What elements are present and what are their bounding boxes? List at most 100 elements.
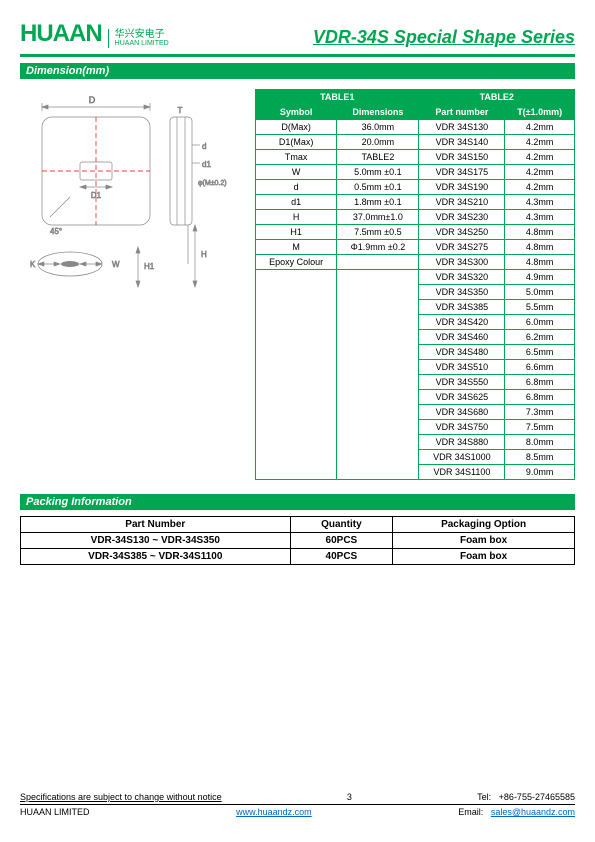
cell-t: 4.8mm (505, 225, 575, 240)
cell-dim: 5.0mm ±0.1 (337, 165, 419, 180)
cell-dim: TABLE2 (337, 150, 419, 165)
cell-symbol: d (256, 180, 337, 195)
cell-t: 4.2mm (505, 150, 575, 165)
footer-notice: Specifications are subject to change wit… (20, 792, 222, 802)
table-row: D(Max)36.0mmVDR 34S1304.2mm (256, 120, 575, 135)
cell-symbol: d1 (256, 195, 337, 210)
cell-t: 6.8mm (505, 375, 575, 390)
cell-pn: VDR 34S250 (419, 225, 505, 240)
col-symbol: Symbol (256, 105, 337, 120)
footer-email: Email: sales@huaandz.com (458, 807, 575, 817)
col-dimensions: Dimensions (337, 105, 419, 120)
col-t: T(±1.0mm) (505, 105, 575, 120)
cell-t: 4.3mm (505, 210, 575, 225)
pack-col-pkg: Packaging Option (393, 517, 575, 533)
cell-dim: 37.0mm±1.0 (337, 210, 419, 225)
cell-dim (337, 255, 419, 270)
cell-pn: VDR 34S420 (419, 315, 505, 330)
cell-dim: 1.8mm ±0.1 (337, 195, 419, 210)
cell-t: 6.0mm (505, 315, 575, 330)
cell-dim: 36.0mm (337, 120, 419, 135)
cell-pn: VDR 34S385 (419, 300, 505, 315)
cell-pn: VDR 34S880 (419, 435, 505, 450)
logo-en: HUAAN LIMITED (115, 40, 169, 48)
table-row: H37.0mm±1.0VDR 34S2304.3mm (256, 210, 575, 225)
cell-pn: VDR 34S320 (419, 270, 505, 285)
table-row: W5.0mm ±0.1VDR 34S1754.2mm (256, 165, 575, 180)
cell-pn: VDR 34S550 (419, 375, 505, 390)
table-row: TmaxTABLE2VDR 34S1504.2mm (256, 150, 575, 165)
table-row: d0.5mm ±0.1VDR 34S1904.2mm (256, 180, 575, 195)
cell-t: 6.5mm (505, 345, 575, 360)
dimension-diagram: D D1 45° (20, 89, 245, 309)
cell-dim: 7.5mm ±0.5 (337, 225, 419, 240)
dimension-section-bar: Dimension(mm) (20, 63, 575, 79)
cell-symbol: W (256, 165, 337, 180)
table2-header: TABLE2 (419, 90, 575, 105)
packing-table: Part Number Quantity Packaging Option VD… (20, 516, 575, 565)
cell-pn: VDR 34S190 (419, 180, 505, 195)
logo: HUAAN 华兴安电子 HUAAN LIMITED (20, 20, 169, 48)
pack-col-pn: Part Number (21, 517, 291, 533)
cell-pn: VDR 34S140 (419, 135, 505, 150)
table-row: D1(Max)20.0mmVDR 34S1404.2mm (256, 135, 575, 150)
cell-pn: VDR 34S1100 (419, 465, 505, 480)
col-partnumber: Part number (419, 105, 505, 120)
cell-symbol: H (256, 210, 337, 225)
footer-tel: Tel: +86-755-27465585 (477, 792, 575, 802)
table-row: MΦ1.9mm ±0.2VDR 34S2754.8mm (256, 240, 575, 255)
svg-text:45°: 45° (50, 227, 62, 236)
cell-empty (256, 270, 337, 480)
table-row: VDR-34S385 ~ VDR-34S110040PCSFoam box (21, 549, 575, 565)
cell-empty (337, 270, 419, 480)
table-row: VDR 34S3204.9mm (256, 270, 575, 285)
cell-pn: VDR 34S750 (419, 420, 505, 435)
cell-pkg: Foam box (393, 549, 575, 565)
cell-pn: VDR 34S230 (419, 210, 505, 225)
footer-email-link[interactable]: sales@huaandz.com (491, 807, 575, 817)
cell-pn: VDR 34S1000 (419, 450, 505, 465)
cell-pn: VDR 34S210 (419, 195, 505, 210)
cell-t: 6.6mm (505, 360, 575, 375)
cell-t: 6.2mm (505, 330, 575, 345)
cell-pn: VDR 34S150 (419, 150, 505, 165)
svg-text:W: W (112, 260, 120, 269)
footer-page: 3 (347, 792, 352, 802)
cell-t: 4.2mm (505, 165, 575, 180)
footer-url[interactable]: www.huaandz.com (236, 807, 312, 817)
cell-symbol: M (256, 240, 337, 255)
dimension-tables: TABLE1 TABLE2 Symbol Dimensions Part num… (255, 89, 575, 480)
cell-pn: VDR-34S130 ~ VDR-34S350 (21, 533, 291, 549)
cell-pn: VDR 34S350 (419, 285, 505, 300)
cell-pn: VDR 34S275 (419, 240, 505, 255)
footer-company: HUAAN LIMITED (20, 807, 90, 817)
packing-section-bar: Packing Information (20, 494, 575, 510)
cell-t: 4.2mm (505, 180, 575, 195)
logo-main: HUAAN (20, 20, 102, 48)
cell-qty: 60PCS (290, 533, 393, 549)
page-header: HUAAN 华兴安电子 HUAAN LIMITED VDR-34S Specia… (20, 20, 575, 57)
table-row: H17.5mm ±0.5VDR 34S2504.8mm (256, 225, 575, 240)
cell-dim: Φ1.9mm ±0.2 (337, 240, 419, 255)
cell-t: 5.0mm (505, 285, 575, 300)
cell-pn: VDR 34S480 (419, 345, 505, 360)
cell-pkg: Foam box (393, 533, 575, 549)
cell-t: 7.5mm (505, 420, 575, 435)
cell-pn: VDR 34S130 (419, 120, 505, 135)
cell-t: 4.2mm (505, 120, 575, 135)
dimension-content: D D1 45° (20, 89, 575, 480)
cell-pn: VDR 34S300 (419, 255, 505, 270)
svg-text:H1: H1 (144, 262, 155, 271)
cell-symbol: Epoxy Colour (256, 255, 337, 270)
cell-symbol: D1(Max) (256, 135, 337, 150)
svg-text:D: D (89, 95, 96, 105)
svg-text:T: T (178, 106, 183, 115)
cell-symbol: D(Max) (256, 120, 337, 135)
cell-dim: 0.5mm ±0.1 (337, 180, 419, 195)
logo-cn: 华兴安电子 (115, 29, 169, 40)
svg-text:K: K (30, 260, 36, 269)
cell-pn: VDR-34S385 ~ VDR-34S1100 (21, 549, 291, 565)
svg-text:H: H (201, 250, 207, 259)
cell-symbol: H1 (256, 225, 337, 240)
cell-t: 4.9mm (505, 270, 575, 285)
